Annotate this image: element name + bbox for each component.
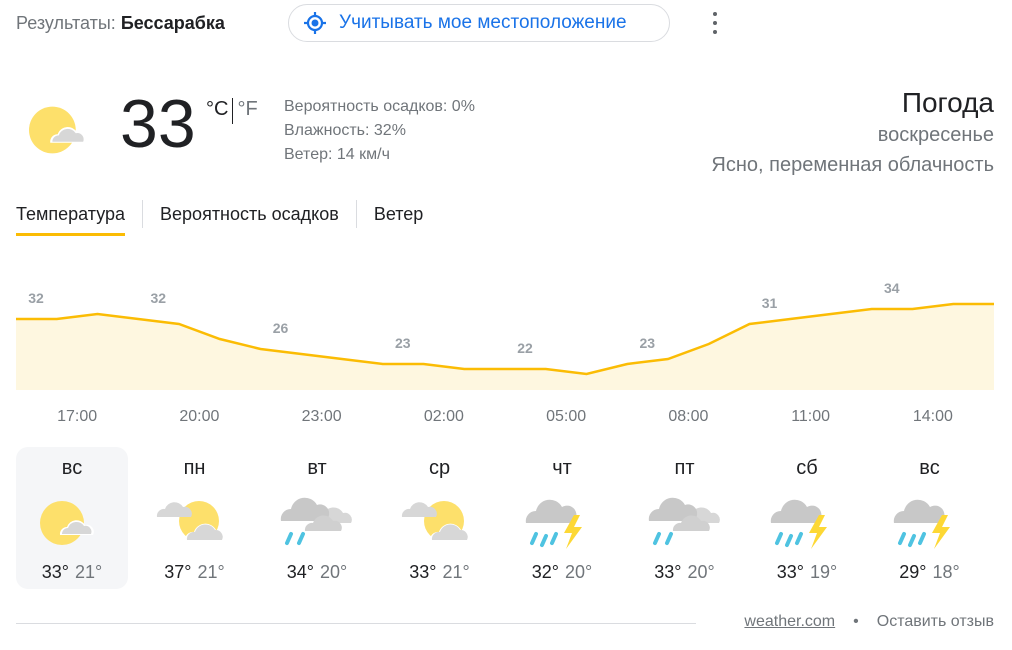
high-temp: 37°	[164, 562, 192, 582]
low-temp: 21°	[442, 562, 470, 582]
data-label: 32	[150, 290, 166, 306]
thunder-icon	[890, 491, 970, 555]
day-7[interactable]: вс 29° 18°	[874, 447, 986, 589]
hour-label: 17:00	[57, 408, 98, 425]
day-4[interactable]: чт 32° 20°	[506, 447, 618, 589]
day-1[interactable]: пн 37° 21°	[139, 447, 251, 589]
more-options-icon[interactable]	[706, 10, 724, 36]
thunder-icon	[522, 491, 602, 555]
data-label: 23	[395, 335, 411, 351]
sunny-cloud-icon	[20, 96, 106, 164]
feedback-link[interactable]: Оставить отзыв	[876, 613, 994, 630]
results-header: Результаты: Бессарабка	[16, 13, 225, 34]
data-label: 26	[273, 320, 289, 336]
wind-speed: Ветер: 14 км/ч	[284, 146, 390, 163]
low-temp: 20°	[687, 562, 715, 582]
tab-wind[interactable]: Ветер	[373, 204, 424, 224]
day-0[interactable]: вс 33° 21°	[16, 447, 128, 589]
rain-icon	[277, 491, 357, 555]
results-label: Результаты:	[16, 13, 116, 33]
high-temp: 32°	[531, 562, 559, 582]
low-temp: 20°	[320, 562, 348, 582]
tab-precipitation[interactable]: Вероятность осадков	[160, 204, 339, 224]
day-name: пт	[674, 457, 695, 479]
high-temp: 33°	[776, 562, 804, 582]
current-temperature: 33	[120, 86, 196, 162]
day-name: вт	[307, 457, 327, 479]
day-name: ср	[428, 457, 451, 479]
hour-label: 05:00	[546, 408, 587, 425]
chart-hour-labels: 17:00 20:00 23:00 02:00 05:00 08:00 11:00 14:00	[16, 408, 994, 426]
data-label: 31	[762, 295, 778, 311]
unit-switch: °C °F	[206, 98, 258, 124]
separator-dot: •	[853, 613, 859, 630]
temperature-chart: 32 32 26 23 22 23 31 34	[16, 280, 994, 390]
partly-cloudy-icon	[155, 491, 235, 555]
rain-icon	[645, 491, 725, 555]
current-condition: Ясно, переменная облачность	[711, 154, 994, 176]
high-temp: 33°	[41, 562, 69, 582]
high-temp: 33°	[409, 562, 437, 582]
weather-details: Вероятность осадков: 0% Влажность: 32% В…	[284, 95, 475, 167]
day-name: сб	[796, 457, 818, 479]
low-temp: 20°	[565, 562, 593, 582]
weather-title: Погода	[901, 87, 994, 118]
use-location-label: Учитывать мое местоположение	[339, 12, 627, 33]
temperature-line	[16, 302, 994, 376]
data-label: 32	[28, 290, 44, 306]
low-temp: 19°	[810, 562, 838, 582]
hour-label: 23:00	[301, 408, 342, 425]
low-temp: 18°	[932, 562, 960, 582]
temperature-area	[16, 304, 994, 390]
footer: weather.com • Оставить отзыв	[744, 613, 994, 631]
partly-cloudy-icon	[400, 491, 480, 555]
hour-label: 08:00	[668, 408, 709, 425]
tab-temperature[interactable]: Температура	[16, 200, 126, 236]
current-day: воскресенье	[877, 124, 994, 146]
weather-summary: Погода воскресенье Ясно, переменная обла…	[711, 86, 994, 180]
unit-celsius[interactable]: °C	[206, 98, 229, 120]
humidity: Влажность: 32%	[284, 122, 406, 139]
sun-cloud-icon	[32, 491, 112, 555]
hour-label: 11:00	[791, 408, 831, 425]
day-5[interactable]: пт 33° 20°	[629, 447, 741, 589]
day-3[interactable]: ср 33° 21°	[384, 447, 496, 589]
day-name: вс	[919, 457, 940, 479]
hour-label: 02:00	[423, 408, 464, 425]
day-2[interactable]: вт 34° 20°	[261, 447, 373, 589]
chart-tabs: Температура Вероятность осадков Ветер	[16, 200, 424, 236]
day-name: пн	[183, 457, 206, 479]
unit-fahrenheit[interactable]: °F	[237, 98, 258, 120]
high-temp: 29°	[899, 562, 927, 582]
data-label: 22	[517, 340, 533, 356]
data-label: 23	[639, 335, 655, 351]
location-target-icon	[304, 12, 326, 34]
high-temp: 34°	[286, 562, 314, 582]
day-name: чт	[552, 457, 572, 479]
high-temp: 33°	[654, 562, 682, 582]
data-label: 34	[884, 280, 900, 296]
thunder-icon	[767, 491, 847, 555]
hour-label: 20:00	[179, 408, 220, 425]
divider	[16, 623, 696, 624]
low-temp: 21°	[197, 562, 225, 582]
day-6[interactable]: сб 33° 19°	[751, 447, 863, 589]
hour-label: 14:00	[912, 408, 953, 425]
daily-forecast: вс 33° 21° пн 37° 21° вт 34° 20° ср 33° 21° чт 3…	[16, 447, 996, 589]
low-temp: 21°	[75, 562, 103, 582]
source-link[interactable]: weather.com	[744, 613, 836, 630]
day-name: вс	[61, 457, 83, 479]
use-location-button[interactable]: Учитывать мое местоположение	[288, 4, 670, 42]
precipitation-chance: Вероятность осадков: 0%	[284, 98, 475, 115]
location-name: Бессарабка	[120, 13, 225, 33]
